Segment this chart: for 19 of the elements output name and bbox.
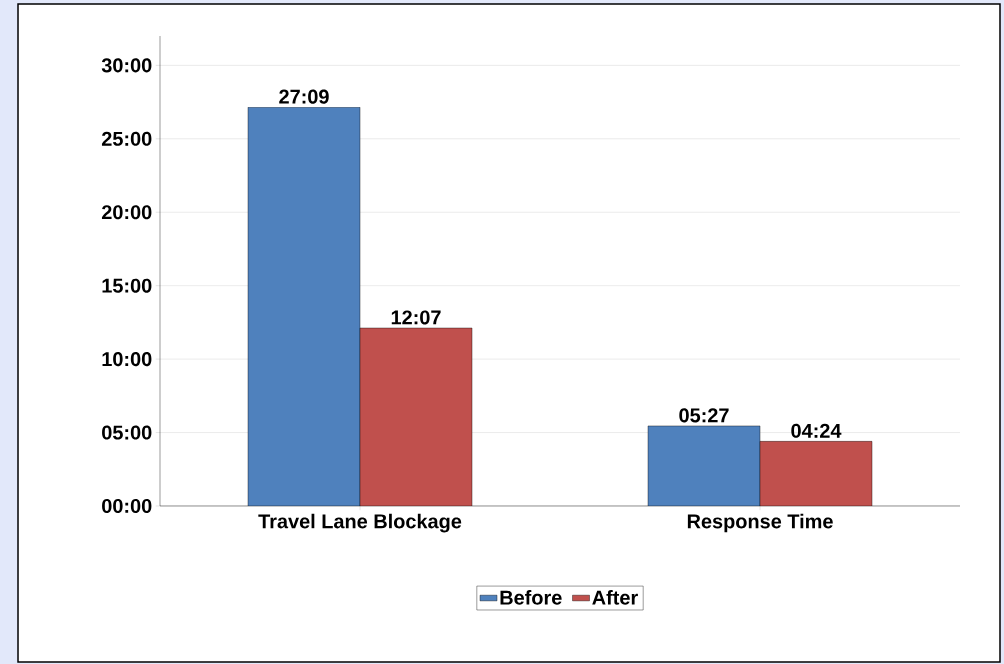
y-tick-label: 15:00 [102, 278, 152, 293]
bar [647, 425, 761, 506]
data-label: 05:27 [679, 408, 729, 423]
legend-label: Before [500, 590, 562, 605]
y-tick-label: 25:00 [101, 131, 152, 146]
bar [248, 107, 361, 506]
x-tick-label: Travel Lane Blockage [258, 513, 462, 533]
y-tick-label: 20:00 [101, 205, 152, 220]
y-tick-label: 10:00 [102, 352, 152, 367]
legend-label: After [592, 590, 638, 605]
y-tick-label: 05:00 [102, 425, 152, 440]
data-label: 12:07 [391, 310, 441, 325]
x-tick-label: Response Time [687, 513, 833, 533]
data-label: 04:24 [791, 423, 842, 438]
y-tick-label: 00:00 [102, 498, 152, 514]
bar [360, 328, 473, 506]
data-label: 27:09 [279, 89, 329, 104]
y-tick-label: 30:00 [101, 58, 152, 73]
bar [759, 441, 873, 506]
